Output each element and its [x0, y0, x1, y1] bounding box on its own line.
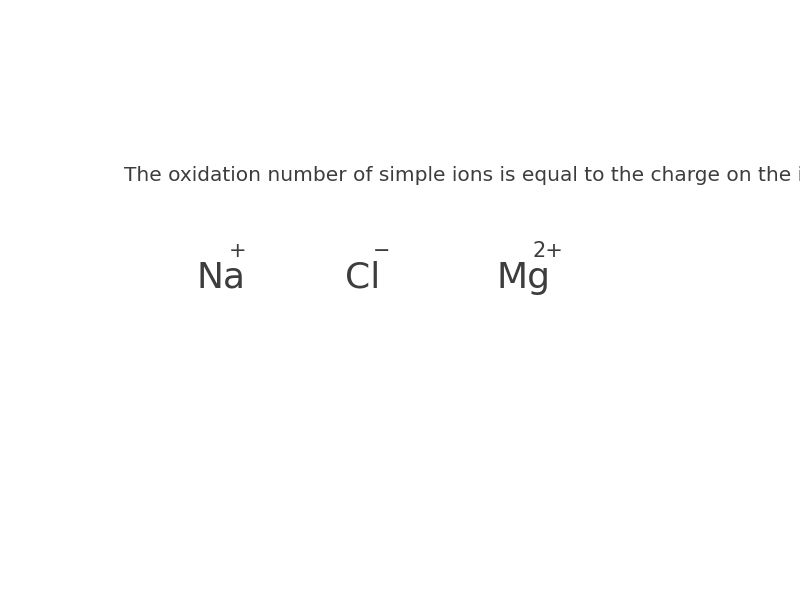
Text: Cl: Cl: [345, 260, 380, 295]
Text: Na: Na: [196, 260, 245, 295]
Text: 2+: 2+: [533, 241, 564, 261]
Text: Mg: Mg: [497, 260, 550, 295]
Text: The oxidation number of simple ions is equal to the charge on the ion.: The oxidation number of simple ions is e…: [123, 166, 800, 185]
Text: +: +: [228, 241, 246, 261]
Text: −: −: [373, 241, 390, 261]
